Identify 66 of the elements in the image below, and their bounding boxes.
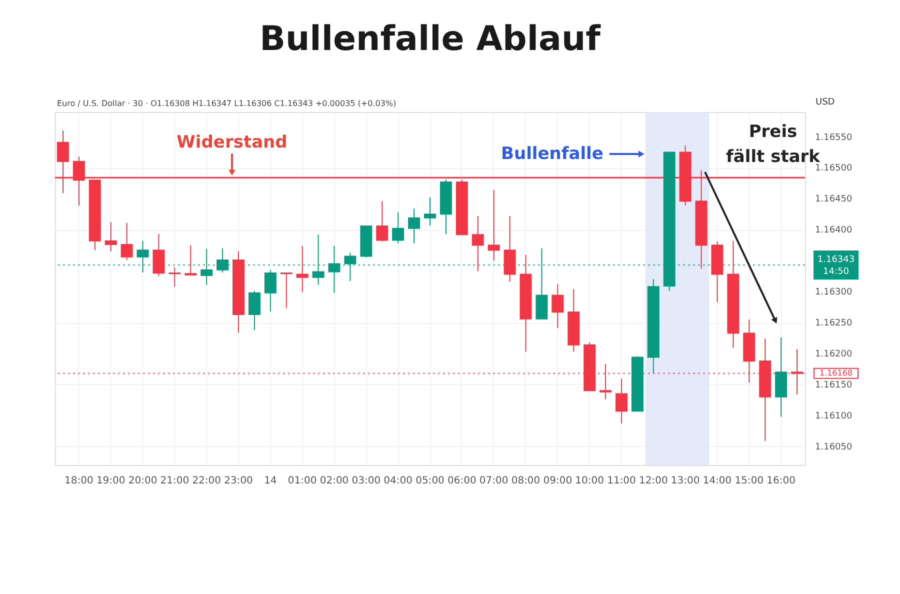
candlestick <box>136 240 149 273</box>
candlestick <box>168 266 181 288</box>
candlestick <box>120 222 133 261</box>
candlestick <box>296 245 308 293</box>
x-tick-label: 15:00 <box>734 476 764 486</box>
candlestick <box>392 212 404 244</box>
y-tick-label: 1.16100 <box>815 411 852 422</box>
y-tick-label: 1.16500 <box>815 164 852 174</box>
band-label: Bullenfalle <box>501 144 604 164</box>
x-tick-label: 14 <box>264 476 277 486</box>
candlestick <box>152 234 165 277</box>
candlestick <box>615 378 628 424</box>
candlestick <box>184 244 197 276</box>
candlestick <box>264 269 276 312</box>
x-tick-label: 08:00 <box>511 476 540 486</box>
candlestick <box>104 222 117 252</box>
x-tick-label: 07:00 <box>479 476 508 486</box>
x-tick-label: 03:00 <box>352 476 381 486</box>
x-tick-label: 11:00 <box>607 476 636 486</box>
x-tick-label: 18:00 <box>64 476 94 486</box>
x-tick-label: 09:00 <box>543 476 572 486</box>
candlestick <box>600 364 612 400</box>
x-tick-label: 14:00 <box>702 476 732 486</box>
x-tick-label: 20:00 <box>128 476 158 486</box>
candlestick <box>536 248 548 320</box>
x-tick-label: 06:00 <box>448 476 476 486</box>
y-tick-label: 1.16400 <box>815 226 852 236</box>
candlestick <box>488 190 500 262</box>
candlestick <box>552 284 564 329</box>
candlestick <box>312 234 324 286</box>
chart-title: Bullenfalle Ablauf <box>260 19 602 59</box>
x-tick-label: 10:00 <box>575 476 604 486</box>
x-tick-label: 01:00 <box>288 476 317 486</box>
x-tick-label: 16:00 <box>766 476 796 486</box>
ref-line-label: Widerstand <box>176 132 288 153</box>
candlestick <box>216 248 229 273</box>
y-tick-label: 1.16150 <box>815 380 852 390</box>
x-tick-label: 13:00 <box>670 476 700 486</box>
ref-line-label: 1.16168 <box>819 368 853 378</box>
y-tick-label: 1.16300 <box>815 288 852 298</box>
x-tick-label: 04:00 <box>384 476 412 486</box>
ref-line-label: 1.16343 14:50 <box>817 254 855 277</box>
y-tick-label: 1.16050 <box>815 442 852 452</box>
candlestick <box>472 216 484 272</box>
x-tick-label: 19:00 <box>96 476 126 486</box>
y-tick-label: 1.16550 <box>815 132 852 143</box>
y-tick-label: 1.16200 <box>815 350 852 360</box>
text: Euro / U.S. Dollar · 30 · O1.16308 H1.16347 L1.16306 C1.16343 +0.00035 (+0.03%) <box>57 99 396 108</box>
candlestick <box>408 208 420 244</box>
x-tick-label: 23:00 <box>224 476 253 486</box>
x-tick-label: 12:00 <box>638 476 668 486</box>
x-tick-label: 02:00 <box>320 476 349 486</box>
candlestick <box>328 245 340 294</box>
candlestick <box>248 290 260 330</box>
candlestick <box>376 200 388 242</box>
candlestick <box>200 248 213 286</box>
x-tick-label: 22:00 <box>192 476 222 486</box>
candlestick <box>280 272 292 309</box>
y-tick-label: 1.16250 <box>815 318 852 329</box>
candlestick <box>344 252 356 282</box>
y-tick-label: 1.16450 <box>815 194 852 205</box>
candlestick <box>424 196 436 226</box>
candlestick <box>791 348 804 395</box>
y-axis-title: USD <box>816 98 835 108</box>
x-tick-label: 05:00 <box>416 476 444 486</box>
x-tick-label: 21:00 <box>160 476 190 486</box>
